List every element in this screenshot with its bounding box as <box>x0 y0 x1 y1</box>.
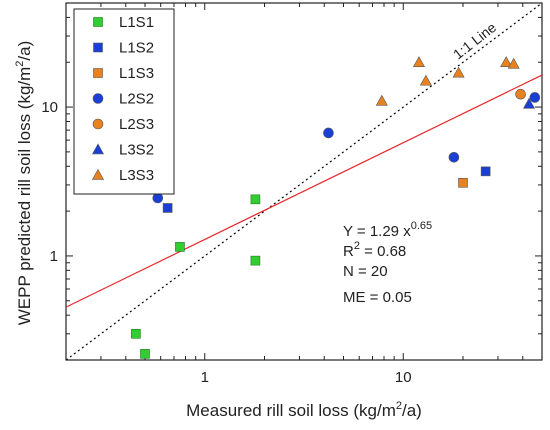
legend-marker-l2s2 <box>92 93 104 104</box>
legend-label-l3s2: L3S2 <box>119 142 154 159</box>
legend: L1S1 L1S2 L1S3 L2S2 L2S3 L3S2 L3S3 <box>73 8 175 195</box>
legend-marker-l1s1 <box>93 17 103 27</box>
legend-label-l3s3: L3S3 <box>119 167 154 184</box>
legend-label-l2s3: L2S3 <box>119 116 154 133</box>
legend-marker-l2s3 <box>92 118 104 130</box>
data-point-l3s3 <box>412 56 425 67</box>
legend-marker-l3s2 <box>91 143 105 155</box>
legend-label-l1s2: L1S2 <box>119 40 154 57</box>
one-to-one-line <box>66 3 542 360</box>
y-axis-label: WEPP predicted rill soil loss (kg/m2/a) <box>14 41 34 326</box>
data-point-l2s2 <box>529 92 541 103</box>
lines-layer <box>66 3 542 360</box>
data-point-l1s1 <box>140 349 150 359</box>
fit-equation: Y = 1.29 x0.65 <box>343 220 432 240</box>
x-axis-label: Measured rill soil loss (kg/m2/a) <box>186 400 422 420</box>
x-tick-label: 1 <box>201 369 209 386</box>
legend-box <box>73 8 175 195</box>
data-point-l3s3 <box>419 74 432 86</box>
data-point-l3s3 <box>375 94 388 106</box>
data-point-l1s2 <box>162 203 173 213</box>
data-point-l2s2 <box>448 151 460 163</box>
power-fit-line <box>66 74 542 308</box>
sample-count: N = 20 <box>343 263 388 280</box>
data-point-l3s2 <box>522 97 536 109</box>
x-tick-label: 10 <box>395 369 412 386</box>
legend-marker-l3s3 <box>91 168 105 180</box>
points-layer <box>131 56 541 359</box>
model-efficiency: ME = 0.05 <box>343 289 412 306</box>
legend-label-l2s2: L2S2 <box>119 91 154 108</box>
legend-marker-l1s2 <box>93 42 103 53</box>
y-tick-label: 10 <box>41 99 58 116</box>
data-point-l3s3 <box>507 57 520 69</box>
data-point-l1s3 <box>458 177 468 188</box>
legend-marker-l1s3 <box>93 68 103 78</box>
r-squared: R2 = 0.68 <box>343 240 406 260</box>
legend-label-l1s3: L1S3 <box>119 65 154 82</box>
data-point-l2s2 <box>323 127 334 139</box>
data-point-l2s2 <box>152 192 164 204</box>
data-point-l3s3 <box>452 66 465 78</box>
data-point-l1s1 <box>250 255 261 266</box>
data-point-l1s1 <box>250 194 261 205</box>
fit-statistics: Y = 1.29 x0.65 R2 = 0.68 N = 20 ME = 0.0… <box>343 220 432 306</box>
legend-label-l1s1: L1S1 <box>119 14 154 31</box>
data-point-l3s3 <box>500 56 513 67</box>
data-point-l1s2 <box>480 166 491 177</box>
data-point-l1s1 <box>131 328 141 339</box>
y-tick-label: 1 <box>50 248 58 265</box>
data-point-l2s3 <box>515 88 526 100</box>
data-point-l1s1 <box>175 242 185 252</box>
